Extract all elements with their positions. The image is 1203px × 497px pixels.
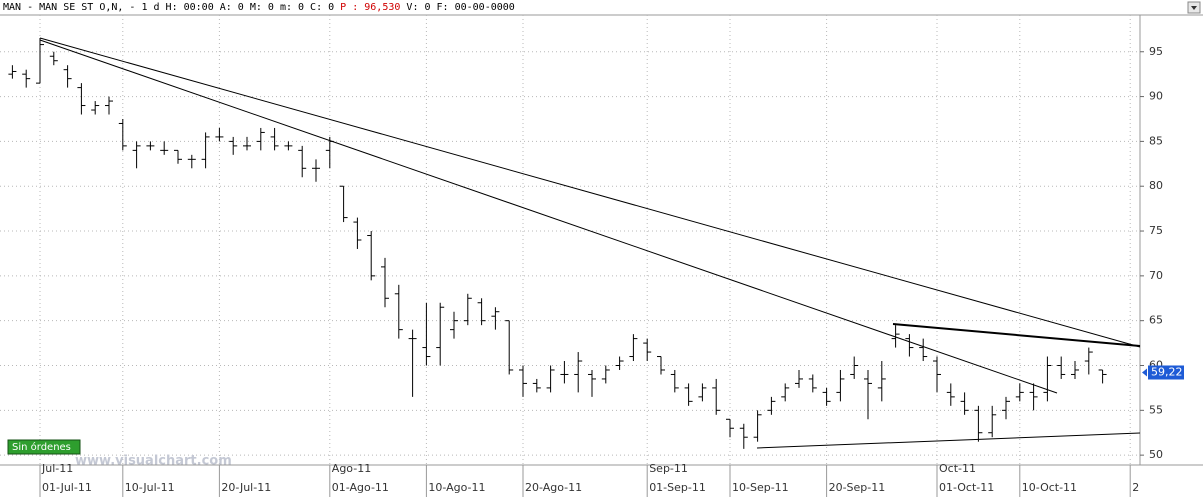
x-tick-label: 20-Jul-11 — [221, 481, 271, 494]
orders-badge-text: Sin órdenes — [12, 441, 71, 453]
x-tick-label: 10-Ago-11 — [428, 481, 485, 494]
x-tick-label: 10-Jul-11 — [125, 481, 175, 494]
x-tick-label: 01-Ago-11 — [332, 481, 389, 494]
month-label: Sep-11 — [649, 462, 688, 475]
plot-area — [0, 15, 1140, 465]
y-tick-label: 65 — [1149, 314, 1163, 327]
price-label: 59,22 — [1151, 365, 1183, 378]
header-prefix: MAN - MAN SE ST O,N, - 1 d H: 00:00 A: 0… — [3, 2, 334, 13]
trend-line — [39, 37, 1141, 348]
x-tick-label: 10-Sep-11 — [732, 481, 789, 494]
y-tick-label: 85 — [1149, 134, 1163, 147]
header-suffix: V: 0 F: 00-00-0000 — [406, 2, 514, 13]
month-label: Oct-11 — [939, 462, 976, 475]
x-tick-label: 01-Jul-11 — [42, 481, 92, 494]
header-price: P : 96,530 — [340, 2, 400, 13]
price-box — [1148, 365, 1184, 380]
y-tick-label: 75 — [1149, 224, 1163, 237]
watermark: www.visualchart.com — [75, 454, 232, 469]
y-tick-label: 50 — [1149, 448, 1163, 461]
orders-badge[interactable] — [7, 439, 81, 455]
y-tick-label: 80 — [1149, 179, 1163, 192]
y-tick-label: 55 — [1149, 403, 1163, 416]
x-tick-label: 01-Oct-11 — [939, 481, 994, 494]
header-text: MAN - MAN SE ST O,N, - 1 d H: 00:00 A: 0… — [3, 2, 515, 13]
y-tick-label: 95 — [1149, 45, 1163, 58]
trend-line — [39, 39, 1058, 394]
x-tick-label: 10-Oct-11 — [1022, 481, 1077, 494]
price-marker — [1142, 368, 1147, 377]
x-tick-label: 20-Sep-11 — [829, 481, 886, 494]
x-tick-label: 2 — [1132, 481, 1139, 494]
trend-line — [892, 323, 1141, 347]
trend-line — [756, 432, 1141, 449]
month-label: Jul-11 — [41, 462, 73, 475]
x-tick-label: 01-Sep-11 — [649, 481, 706, 494]
x-tick-label: 20-Ago-11 — [525, 481, 582, 494]
trend-lines — [39, 37, 1141, 449]
y-tick-label: 70 — [1149, 269, 1163, 282]
menu-icon — [1191, 6, 1197, 10]
month-label: Ago-11 — [332, 462, 371, 475]
y-tick-label: 90 — [1149, 90, 1163, 103]
